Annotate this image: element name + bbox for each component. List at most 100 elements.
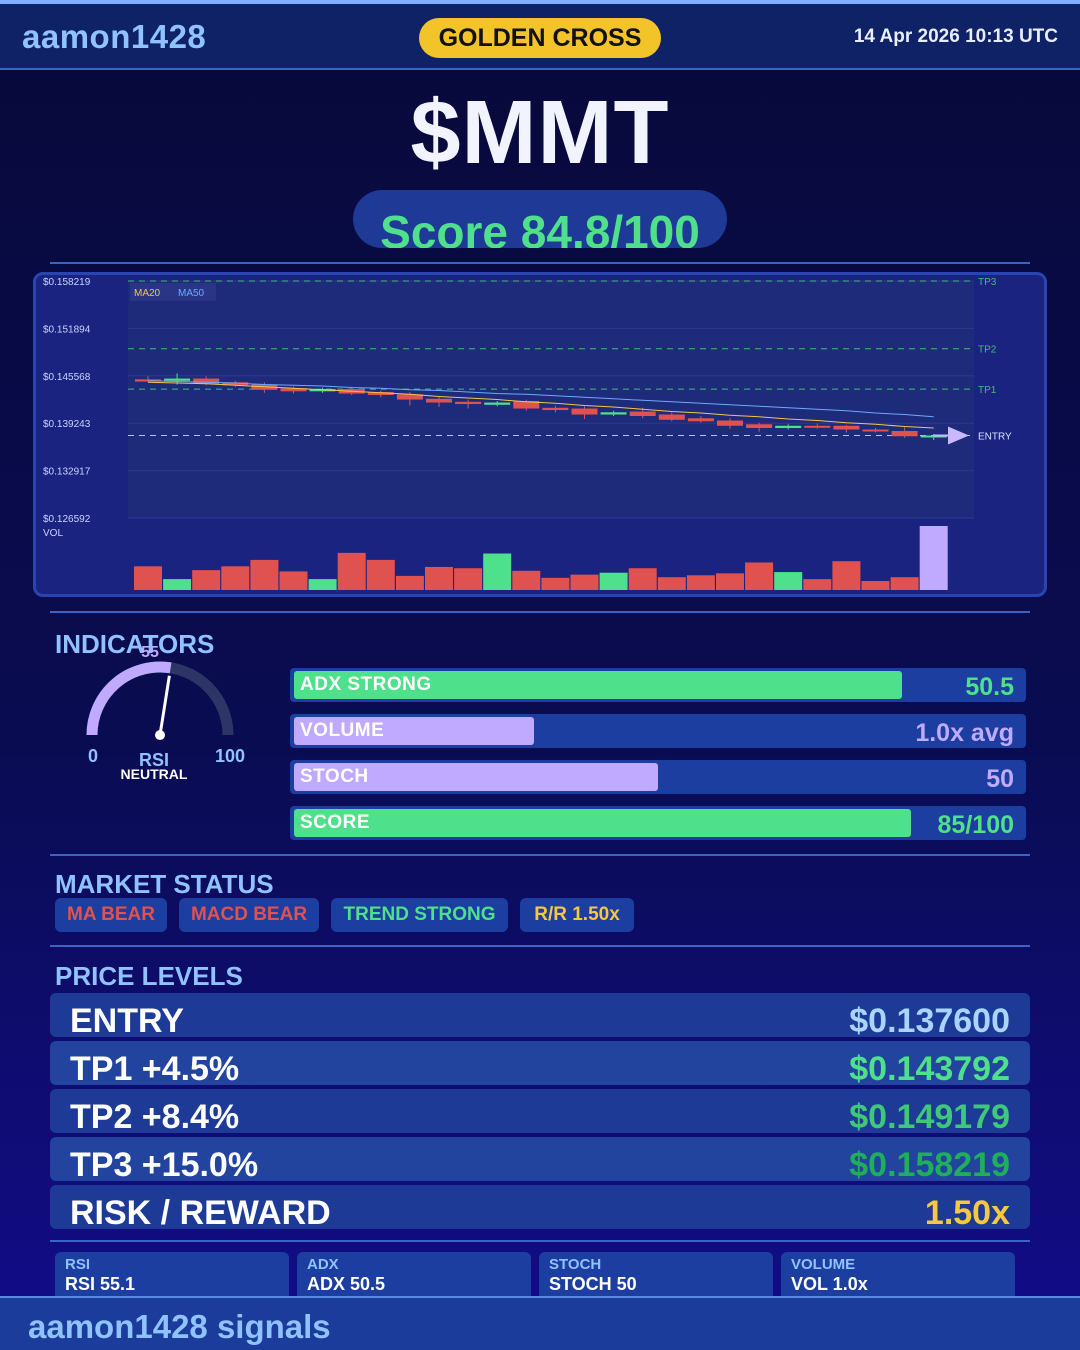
divider xyxy=(50,945,1030,947)
gauge-needle xyxy=(158,675,171,736)
legend-ma50: MA50 xyxy=(178,288,205,299)
mini-stat-volume-value: VOL 1.0x xyxy=(791,1274,868,1294)
ticker-symbol: $MMT xyxy=(410,83,670,183)
price-chart: $0.158219 $0.151894 $0.145568 $0.139243 $0.1… xyxy=(33,272,1047,597)
candle-body xyxy=(746,424,773,429)
y-tick-label: $0.145568 xyxy=(43,372,91,383)
mini-stat-adx-key: ADX xyxy=(307,1256,339,1273)
rsi-state: NEUTRAL xyxy=(121,766,188,782)
candle-body xyxy=(571,408,598,415)
volume-bar xyxy=(774,572,803,590)
level-tp1-value: $0.143792 xyxy=(849,1050,1010,1088)
divider xyxy=(50,1240,1030,1242)
mini-stat-adx: ADX ADX 50.5 xyxy=(297,1252,531,1296)
volume-bar xyxy=(483,553,512,590)
mini-stat-stoch-key: STOCH xyxy=(549,1256,602,1273)
y-tick-label: $0.151894 xyxy=(43,324,91,335)
level-tp2: TP2 +8.4% $0.149179 xyxy=(50,1089,1030,1136)
candle-body xyxy=(426,398,452,403)
golden-cross-badge: GOLDEN CROSS xyxy=(419,18,661,58)
stoch-bar: STOCH 50 xyxy=(290,760,1026,794)
volume-bar xyxy=(657,577,686,590)
mini-stat-adx-value: ADX 50.5 xyxy=(307,1274,386,1294)
volume-bar xyxy=(250,559,279,590)
candle-body xyxy=(833,425,860,430)
divider xyxy=(50,262,1030,264)
mini-stat-volume-key: VOLUME xyxy=(791,1256,856,1273)
footer-label: aamon1428 signals xyxy=(28,1308,331,1345)
rsi-label: RSI xyxy=(139,750,169,770)
candle-body xyxy=(396,394,423,400)
volume-bar xyxy=(745,562,774,590)
volume-bar xyxy=(337,552,366,590)
score-bar-value: 85/100 xyxy=(937,811,1014,839)
brand-name: aamon1428 xyxy=(22,18,207,55)
divider xyxy=(50,611,1030,613)
level-risk-reward-value: 1.50x xyxy=(924,1194,1010,1232)
candle-body xyxy=(629,411,656,417)
volume-bar-value: 1.0x avg xyxy=(915,719,1014,747)
level-label-entry: ENTRY xyxy=(978,432,1012,443)
volume-bar: VOLUME 1.0x avg xyxy=(290,714,1026,748)
gauge-fill xyxy=(86,661,172,736)
volume-bar xyxy=(425,566,453,590)
candle-body xyxy=(658,414,685,420)
score-bar-label: SCORE xyxy=(300,812,371,833)
volume-bar xyxy=(628,568,657,590)
plot-area xyxy=(128,281,974,518)
level-tp1: TP1 +4.5% $0.143792 xyxy=(50,1041,1030,1088)
level-label-tp1: TP1 xyxy=(978,385,997,396)
level-entry-value: $0.137600 xyxy=(849,1002,1010,1040)
score-pill: Score 84.8/100 xyxy=(353,190,727,248)
chip-risk-reward: R/R 1.50x xyxy=(520,898,634,932)
volume-bar xyxy=(279,571,308,590)
volume-bar xyxy=(454,568,483,590)
entry-arrow-head xyxy=(948,426,969,445)
chip-macd-bear: MACD BEAR xyxy=(179,898,319,932)
ma50-line xyxy=(147,380,934,418)
score-bar-fill xyxy=(294,809,912,837)
volume-bar xyxy=(919,526,948,590)
volume-bar-label: VOLUME xyxy=(300,720,385,741)
candle-body xyxy=(513,401,540,409)
gauge-pivot xyxy=(155,730,165,740)
timestamp: 14 Apr 2026 10:13 UTC xyxy=(853,26,1058,47)
candle-body xyxy=(687,418,714,422)
adx-bar-fill xyxy=(294,671,902,699)
candle-body xyxy=(717,420,743,426)
volume-bar xyxy=(716,573,744,590)
volume-bar xyxy=(861,581,890,590)
rsi-value: 55 xyxy=(141,644,159,661)
y-tick-label: $0.158219 xyxy=(43,277,91,288)
level-tp3: TP3 +15.0% $0.158219 xyxy=(50,1137,1030,1184)
market-status-title: MARKET STATUS xyxy=(55,869,274,899)
rsi-gauge: 55 0 100 RSI NEUTRAL xyxy=(86,644,245,782)
candle-body xyxy=(920,435,947,438)
legend-ma20: MA20 xyxy=(134,288,161,299)
chart-canvas: $0.158219 $0.151894 $0.145568 $0.139243 $0.1… xyxy=(43,277,1012,590)
volume-bar xyxy=(366,559,395,590)
volume-bar xyxy=(832,561,861,590)
chip-ma-bear: MA BEAR xyxy=(55,898,167,932)
stoch-bar-value: 50 xyxy=(986,765,1014,793)
level-label-tp3: TP3 xyxy=(978,277,997,288)
rsi-max-label: 100 xyxy=(215,746,245,766)
volume-bar xyxy=(395,575,424,590)
candle-body xyxy=(280,388,307,392)
candle-body xyxy=(542,407,569,411)
volume-bar-fill xyxy=(294,717,535,745)
volume-bar xyxy=(803,579,832,590)
stoch-bar-label: STOCH xyxy=(300,766,369,787)
mini-stat-rsi-key: RSI xyxy=(65,1256,91,1273)
candle-body xyxy=(135,379,161,382)
mini-stat-rsi-value: RSI 55.1 xyxy=(65,1274,136,1294)
volume-bar xyxy=(192,570,221,590)
volume-bar xyxy=(890,577,919,590)
y-tick-label: $0.132917 xyxy=(43,467,91,478)
adx-bar-value: 50.5 xyxy=(965,673,1014,701)
level-entry: ENTRY $0.137600 xyxy=(50,993,1030,1040)
candle-body xyxy=(804,425,831,428)
gauge-track xyxy=(86,661,234,736)
ma20-line xyxy=(147,381,934,429)
mini-stat-volume: VOLUME VOL 1.0x xyxy=(781,1252,1015,1296)
